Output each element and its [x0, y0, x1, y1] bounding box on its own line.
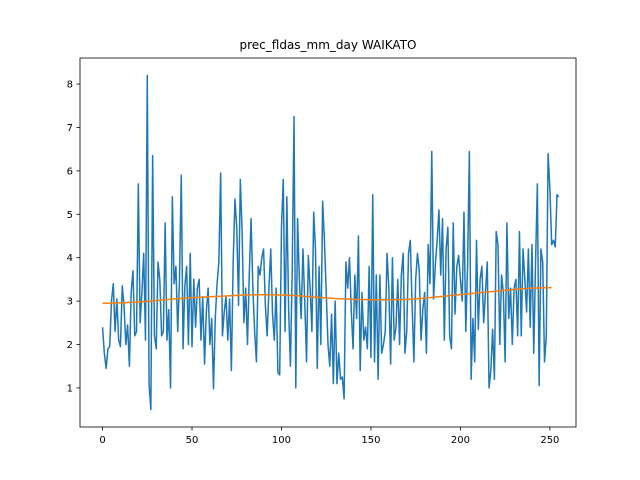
- series-line-1: [101, 74, 560, 411]
- x-tick-label: 200: [451, 435, 470, 446]
- x-tick-label: 250: [540, 435, 559, 446]
- series-line-2: [102, 286, 552, 305]
- x-tick-label: 150: [361, 435, 380, 446]
- y-tick-label: 1: [67, 383, 73, 394]
- y-tick-label: 3: [67, 297, 73, 308]
- y-tick-label: 8: [67, 80, 73, 91]
- series-layer: [101, 74, 560, 411]
- y-tick-label: 2: [67, 340, 73, 351]
- y-axis: 1 2 3 4 5 6 7 8: [67, 80, 80, 394]
- y-tick-label: 6: [67, 166, 73, 177]
- chart-title: prec_fldas_mm_day WAIKATO: [240, 38, 417, 52]
- x-tick-label: 100: [272, 435, 291, 446]
- y-tick-label: 5: [67, 210, 73, 221]
- x-axis: 0 50 100 150 200 250: [99, 427, 559, 446]
- y-tick-label: 7: [67, 123, 73, 134]
- x-tick-label: 50: [186, 435, 199, 446]
- x-tick-label: 0: [99, 435, 105, 446]
- plot-frame: [79, 57, 577, 428]
- y-tick-label: 4: [67, 253, 73, 264]
